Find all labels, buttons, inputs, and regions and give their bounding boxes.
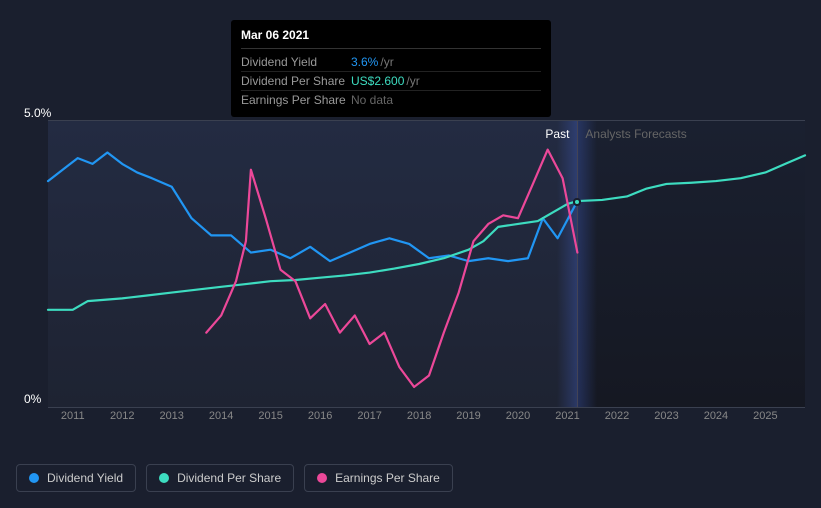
tooltip-row-unit: /yr bbox=[380, 55, 393, 69]
y-axis-max-label: 5.0% bbox=[24, 106, 51, 120]
x-axis-tick: 2025 bbox=[753, 410, 777, 422]
x-axis-tick: 2020 bbox=[506, 410, 530, 422]
legend-label: Dividend Yield bbox=[47, 471, 123, 485]
x-axis-tick: 2014 bbox=[209, 410, 233, 422]
series-line bbox=[48, 155, 805, 309]
x-axis-tick: 2011 bbox=[61, 410, 85, 422]
legend-item[interactable]: Dividend Per Share bbox=[146, 464, 294, 492]
x-axis-tick: 2016 bbox=[308, 410, 332, 422]
chart-svg bbox=[48, 121, 805, 407]
y-axis-min-label: 0% bbox=[24, 392, 41, 406]
legend-label: Earnings Per Share bbox=[335, 471, 440, 485]
tooltip-row-value: 3.6% bbox=[351, 55, 378, 69]
series-line bbox=[48, 152, 577, 261]
tooltip-row: Dividend Per ShareUS$2.600 /yr bbox=[241, 72, 541, 91]
tooltip-row-value: No data bbox=[351, 93, 393, 107]
legend-label: Dividend Per Share bbox=[177, 471, 281, 485]
x-axis-tick: 2022 bbox=[605, 410, 629, 422]
tooltip-row-unit: /yr bbox=[406, 74, 419, 88]
tooltip-row-label: Dividend Yield bbox=[241, 55, 351, 69]
x-axis-tick: 2021 bbox=[555, 410, 579, 422]
x-axis-tick: 2019 bbox=[456, 410, 480, 422]
x-axis-tick: 2013 bbox=[159, 410, 183, 422]
chart-legend: Dividend Yield Dividend Per Share Earnings… bbox=[16, 464, 453, 492]
tooltip-date: Mar 06 2021 bbox=[241, 28, 541, 49]
x-axis-tick: 2024 bbox=[704, 410, 728, 422]
legend-color-dot bbox=[159, 473, 169, 483]
legend-item[interactable]: Dividend Yield bbox=[16, 464, 136, 492]
chart-tooltip: Mar 06 2021 Dividend Yield3.6% /yrDivide… bbox=[231, 20, 551, 117]
chart-area: 5.0% 0% Past Analysts Forecasts 2011 2012… bbox=[16, 100, 805, 448]
tooltip-row-label: Dividend Per Share bbox=[241, 74, 351, 88]
series-end-marker bbox=[573, 198, 581, 206]
tooltip-row: Earnings Per ShareNo data bbox=[241, 91, 541, 109]
legend-color-dot bbox=[317, 473, 327, 483]
legend-item[interactable]: Earnings Per Share bbox=[304, 464, 453, 492]
x-axis-tick: 2018 bbox=[407, 410, 431, 422]
x-axis-tick: 2012 bbox=[110, 410, 134, 422]
legend-color-dot bbox=[29, 473, 39, 483]
tooltip-row: Dividend Yield3.6% /yr bbox=[241, 53, 541, 72]
plot-region[interactable]: Past Analysts Forecasts bbox=[48, 120, 805, 408]
x-axis-tick: 2017 bbox=[357, 410, 381, 422]
x-axis-tick: 2023 bbox=[654, 410, 678, 422]
tooltip-row-value: US$2.600 bbox=[351, 74, 404, 88]
tooltip-row-label: Earnings Per Share bbox=[241, 93, 351, 107]
x-axis: 2011 2012 2013 2014 2015 2016 2017 2018 2019 2020… bbox=[48, 410, 805, 430]
x-axis-tick: 2015 bbox=[258, 410, 282, 422]
